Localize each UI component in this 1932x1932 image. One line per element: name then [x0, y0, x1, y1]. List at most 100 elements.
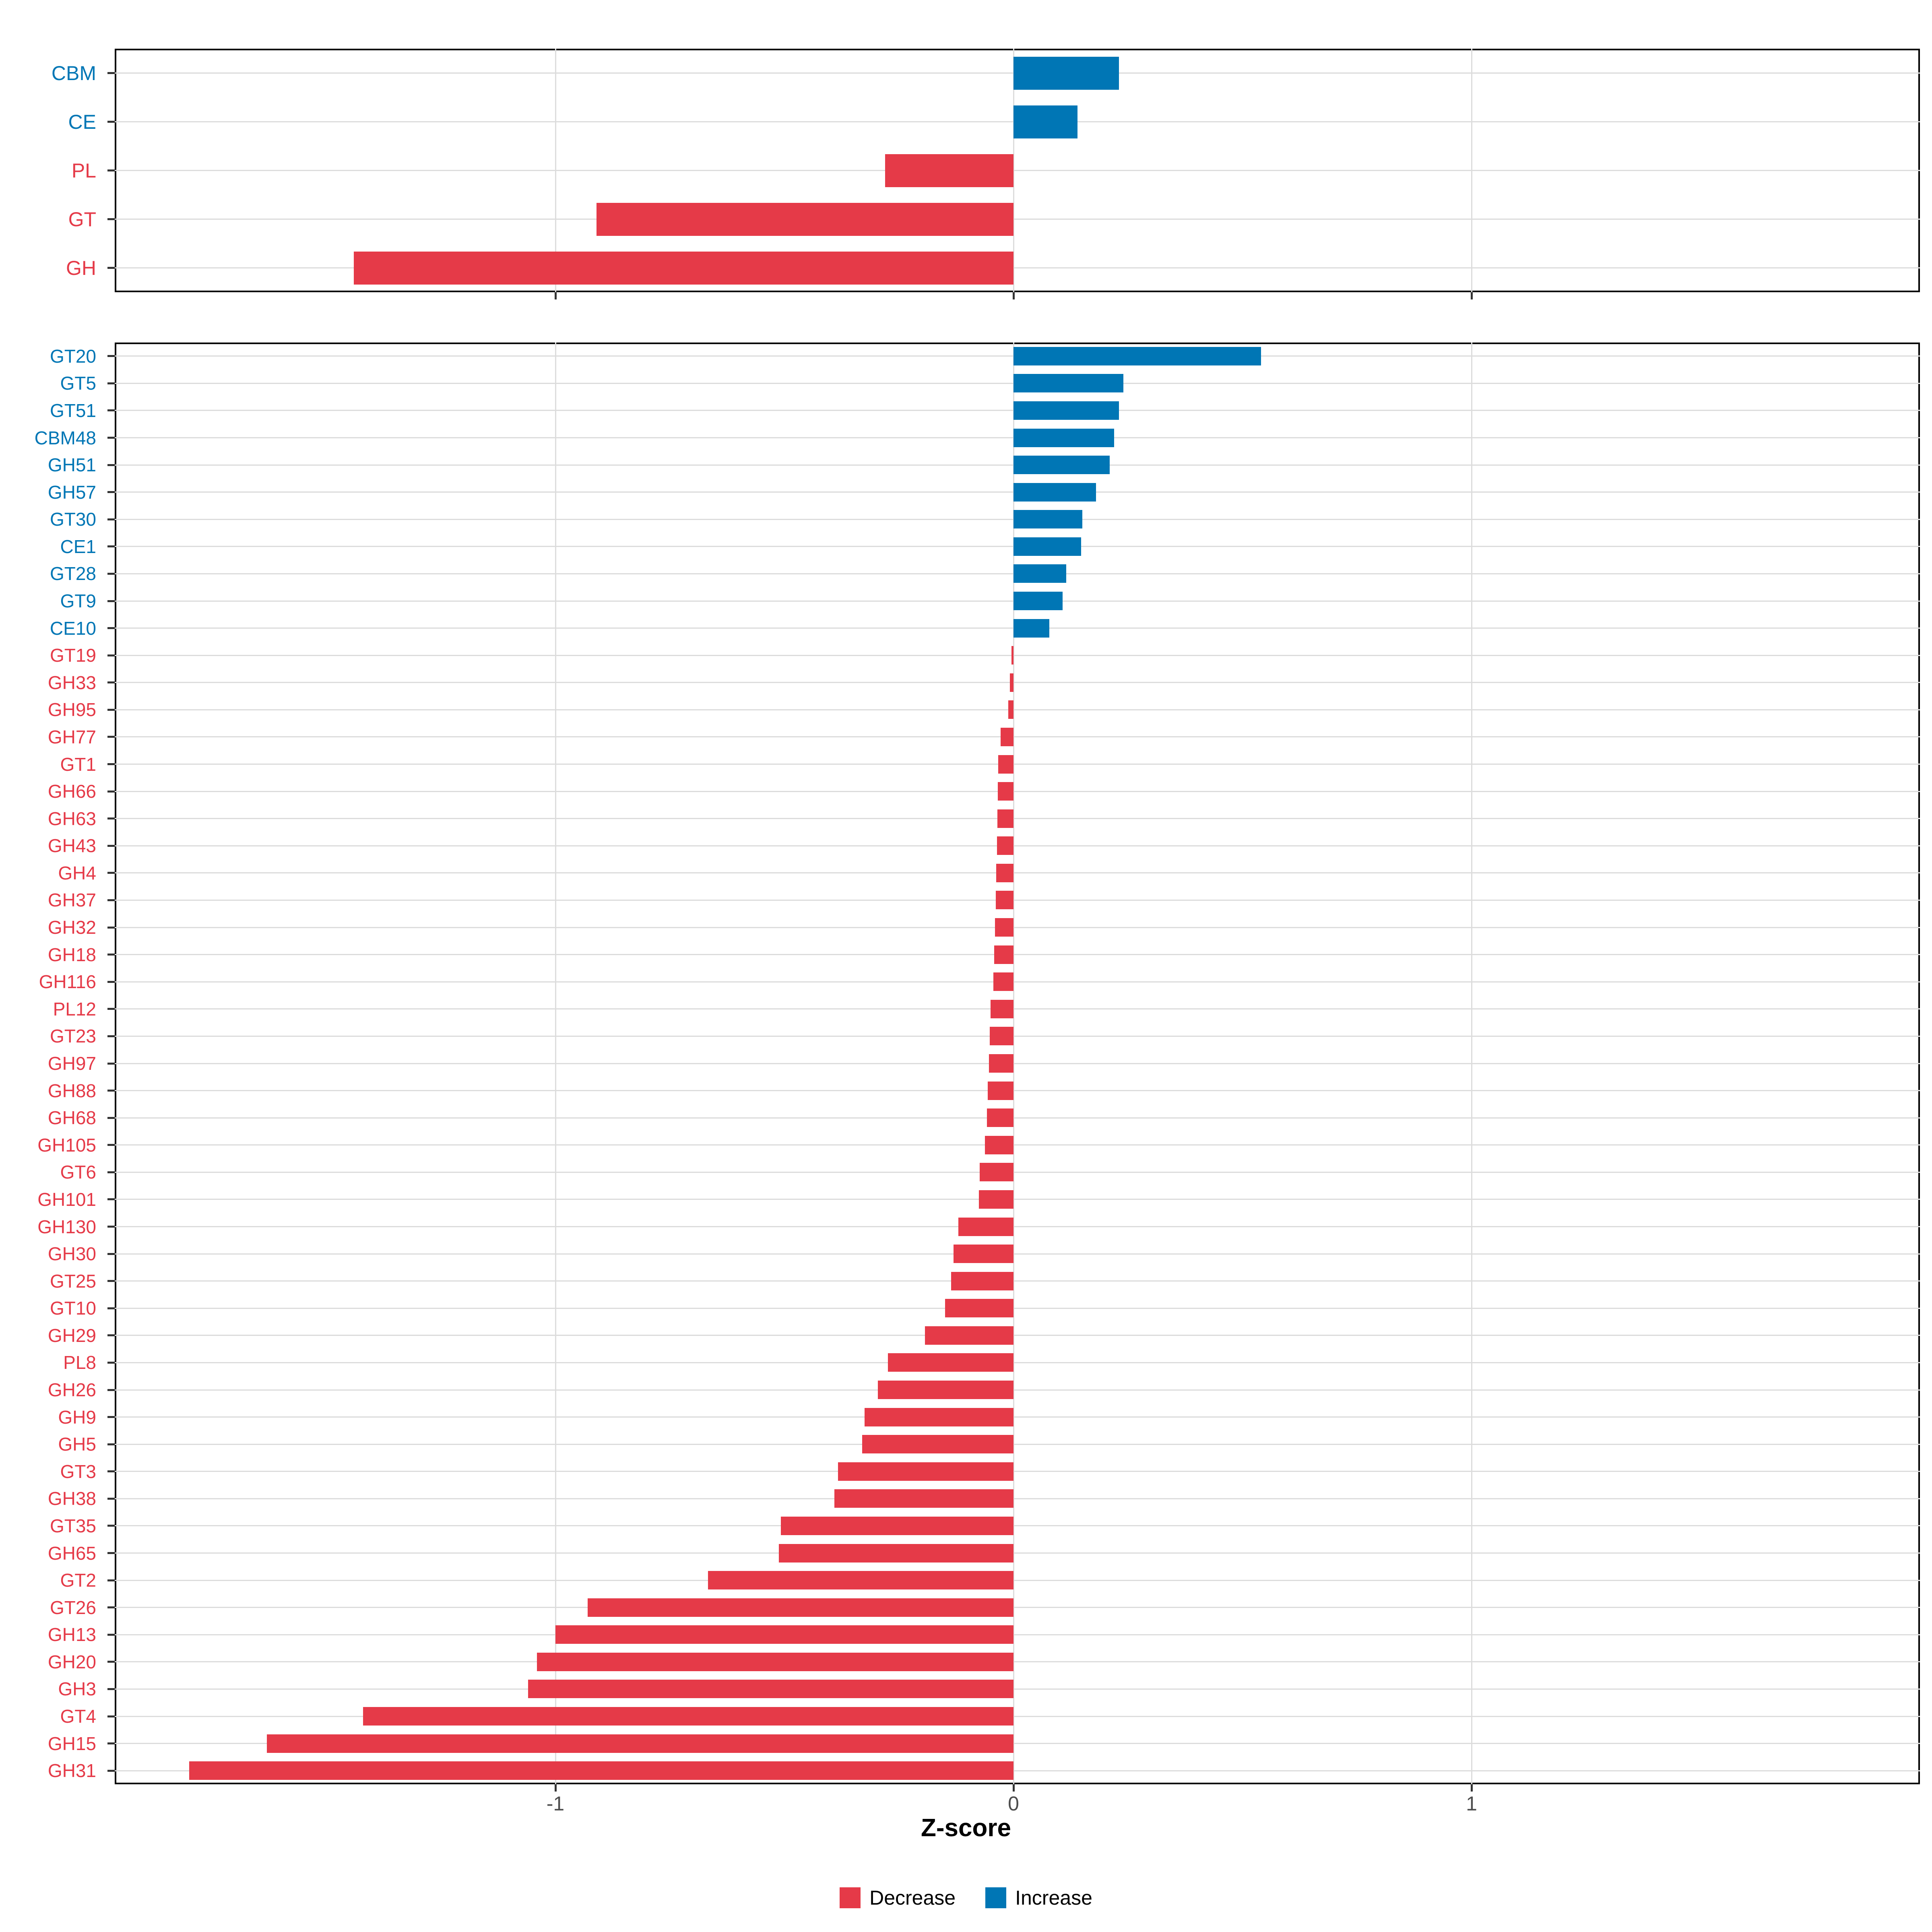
category-label-GT20: GT20: [50, 345, 96, 367]
gridline-row-GH88: [115, 1090, 1920, 1092]
bar-GH38: [834, 1489, 1013, 1508]
y-tick-GH20: [107, 1661, 115, 1663]
category-label-GT5: GT5: [60, 373, 96, 394]
y-tick-GH4: [107, 872, 115, 874]
bar-GT1: [998, 755, 1013, 774]
gridline-x0: [1013, 343, 1014, 1784]
bar-PL: [885, 154, 1013, 187]
y-tick-GT: [107, 218, 115, 220]
x-tick-label--1: -1: [546, 1792, 565, 1815]
x-tick-panel-top-1: [1470, 292, 1473, 299]
category-label-GT2: GT2: [60, 1570, 96, 1591]
bar-GH65: [779, 1544, 1013, 1563]
bar-GH32: [995, 918, 1013, 937]
category-label-GH51: GH51: [47, 454, 96, 476]
category-label-PL: PL: [71, 159, 96, 182]
y-tick-CBM48: [107, 437, 115, 439]
category-label-GH4: GH4: [58, 862, 96, 883]
category-label-GH43: GH43: [47, 835, 96, 857]
y-tick-GH32: [107, 926, 115, 929]
y-tick-GT3: [107, 1470, 115, 1473]
bar-GT9: [1013, 592, 1063, 611]
y-tick-GT35: [107, 1525, 115, 1527]
gridline-row-GT2: [115, 1579, 1920, 1581]
y-tick-GH9: [107, 1416, 115, 1418]
y-tick-PL12: [107, 1008, 115, 1010]
gridline-row-GH95: [115, 709, 1920, 710]
bar-GT35: [780, 1516, 1013, 1535]
bar-GH29: [925, 1326, 1013, 1345]
category-label-CBM: CBM: [51, 62, 96, 85]
gridline-row-GH: [115, 267, 1920, 268]
y-tick-GH95: [107, 708, 115, 711]
bar-GH3: [528, 1680, 1013, 1699]
gridline-x-1: [555, 343, 556, 1784]
legend-swatch-decrease: [840, 1887, 861, 1908]
y-tick-GH13: [107, 1633, 115, 1636]
category-label-GH32: GH32: [47, 917, 96, 938]
bar-GT10: [945, 1299, 1013, 1318]
category-label-GH88: GH88: [47, 1080, 96, 1101]
bar-GT20: [1013, 347, 1261, 365]
gridline-row-GH31: [115, 1770, 1920, 1771]
category-label-GT19: GT19: [50, 645, 96, 666]
bar-GH31: [189, 1761, 1013, 1780]
y-tick-GH38: [107, 1497, 115, 1500]
category-label-GH29: GH29: [47, 1325, 96, 1346]
bar-CE: [1013, 105, 1078, 138]
gridline-row-GH116: [115, 981, 1920, 983]
category-label-GH26: GH26: [47, 1379, 96, 1401]
category-label-CE10: CE10: [50, 617, 96, 639]
gridline-row-GT25: [115, 1280, 1920, 1282]
category-label-GT51: GT51: [50, 400, 96, 421]
y-tick-GH31: [107, 1769, 115, 1772]
category-label-GT1: GT1: [60, 753, 96, 775]
category-label-GT28: GT28: [50, 563, 96, 584]
bar-GH20: [537, 1652, 1013, 1671]
gridline-row-GH4: [115, 872, 1920, 874]
y-tick-GT4: [107, 1715, 115, 1717]
category-label-GH13: GH13: [47, 1624, 96, 1645]
bar-GT6: [979, 1163, 1013, 1182]
gridline-row-GH38: [115, 1498, 1920, 1499]
legend-swatch-increase: [985, 1887, 1007, 1908]
y-tick-GH63: [107, 817, 115, 820]
category-label-GH116: GH116: [39, 971, 96, 993]
y-tick-GH3: [107, 1688, 115, 1690]
bar-GH77: [1001, 727, 1013, 746]
category-label-PL12: PL12: [53, 998, 96, 1020]
gridline-row-GH15: [115, 1743, 1920, 1744]
x-tick-label-0: 0: [1008, 1792, 1019, 1815]
gridline-row-GH32: [115, 927, 1920, 928]
category-label-PL8: PL8: [63, 1352, 96, 1373]
bar-CBM: [1013, 56, 1119, 90]
y-tick-GH18: [107, 954, 115, 956]
bar-GH57: [1013, 483, 1096, 502]
gridline-row-GT19: [115, 654, 1920, 656]
category-label-GH130: GH130: [37, 1216, 96, 1237]
bar-GH9: [865, 1408, 1013, 1426]
bar-GH105: [985, 1135, 1013, 1154]
category-label-GH63: GH63: [47, 808, 96, 829]
gridline-row-GH13: [115, 1634, 1920, 1635]
category-label-GH33: GH33: [47, 672, 96, 693]
bar-GH63: [997, 809, 1013, 828]
category-label-CE: CE: [68, 110, 96, 133]
category-label-GT25: GT25: [50, 1270, 96, 1292]
gridline-row-GT3: [115, 1471, 1920, 1472]
gridline-row-GT23: [115, 1035, 1920, 1037]
bar-GH33: [1009, 673, 1013, 692]
bar-GT4: [363, 1707, 1013, 1726]
bar-GH: [354, 251, 1013, 285]
category-label-GH9: GH9: [58, 1406, 96, 1428]
category-label-GH66: GH66: [47, 781, 96, 802]
gridline-row-GH33: [115, 682, 1920, 683]
y-tick-GT5: [107, 382, 115, 384]
gridline-row-GH26: [115, 1389, 1920, 1391]
y-tick-GH68: [107, 1117, 115, 1119]
category-label-GH105: GH105: [37, 1134, 96, 1156]
bar-GT2: [708, 1571, 1013, 1590]
y-tick-GT9: [107, 600, 115, 602]
y-tick-GH88: [107, 1090, 115, 1092]
